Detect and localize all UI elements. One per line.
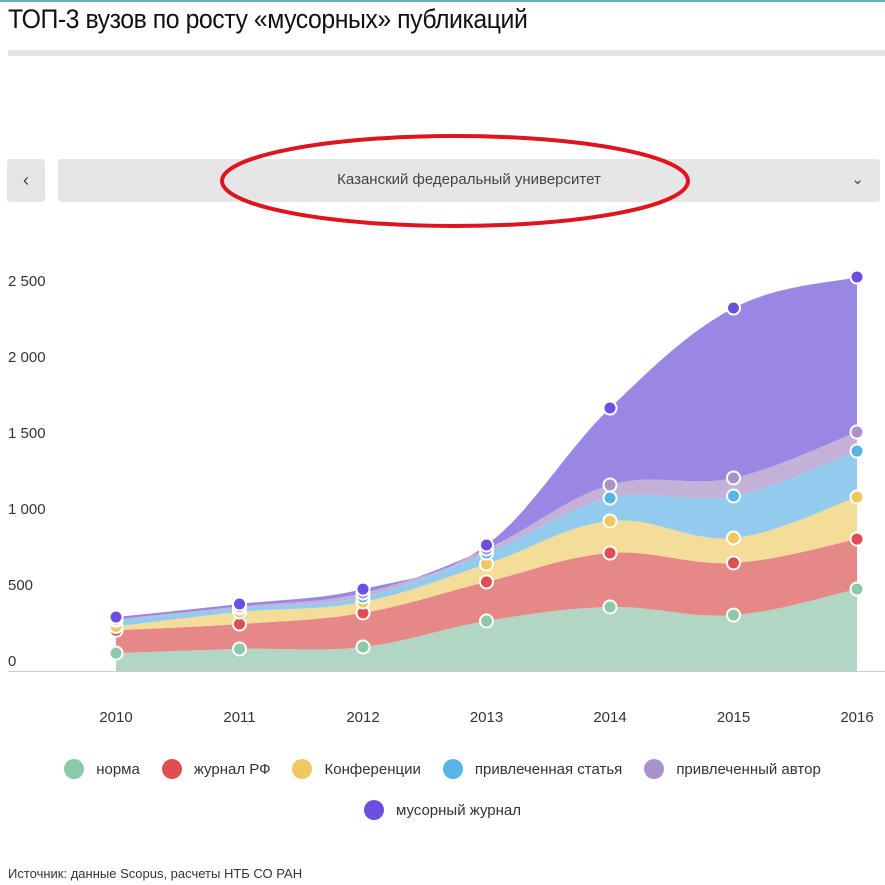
data-point[interactable]	[726, 300, 741, 316]
legend-row-2: мусорный журнал	[0, 800, 885, 820]
data-point[interactable]	[602, 545, 618, 561]
legend-dot-icon	[161, 759, 182, 779]
x-tick-label: 2016	[840, 709, 873, 726]
data-point[interactable]	[849, 424, 865, 440]
legend-dot-icon	[292, 759, 313, 779]
legend-dot-icon	[644, 759, 665, 779]
data-point[interactable]	[602, 490, 618, 506]
legend-item[interactable]: Конференции	[292, 759, 421, 779]
legend-dot-icon	[363, 800, 384, 820]
data-point[interactable]	[108, 645, 124, 661]
data-point[interactable]	[849, 531, 865, 547]
data-point[interactable]	[849, 269, 865, 285]
legend-label: мусорный журнал	[395, 801, 522, 819]
legend-row-1: норма журнал РФ Конференции привлеченная ст…	[0, 759, 885, 779]
legend-item[interactable]: привлеченный автор	[644, 759, 821, 779]
source-note: Источник: данные Scopus, расчеты НТБ СО …	[8, 866, 303, 881]
data-point[interactable]	[108, 609, 124, 625]
data-point[interactable]	[479, 537, 494, 553]
title-divider	[8, 50, 885, 56]
legend-label: норма	[96, 760, 140, 778]
y-tick-label: 0	[8, 653, 16, 670]
chevron-down-icon: ⌄	[851, 171, 864, 188]
legend-dot-icon	[64, 759, 85, 779]
data-point[interactable]	[232, 641, 247, 657]
legend-label: привлеченная статья	[474, 760, 623, 778]
data-point[interactable]	[602, 400, 618, 416]
y-tick-label: 2 000	[8, 349, 46, 366]
x-tick-label: 2010	[99, 709, 132, 726]
top-accent-line	[0, 0, 885, 2]
y-tick-label: 2 500	[8, 273, 46, 290]
legend-item[interactable]: журнал РФ	[161, 759, 271, 779]
legend-label: привлеченный автор	[676, 760, 821, 778]
data-point[interactable]	[602, 513, 618, 529]
area-1	[116, 539, 857, 654]
legend-item[interactable]: норма	[64, 759, 140, 779]
data-point[interactable]	[726, 607, 741, 623]
data-point[interactable]	[355, 639, 371, 655]
data-point[interactable]	[479, 613, 494, 629]
x-tick-label: 2014	[593, 709, 626, 726]
data-point[interactable]	[479, 574, 494, 590]
legend-dot-icon	[442, 759, 463, 779]
data-point[interactable]	[726, 555, 741, 571]
area-0	[116, 589, 857, 671]
data-point[interactable]	[849, 489, 865, 505]
university-select-value: Казанский федеральный университет	[337, 171, 601, 188]
data-point[interactable]	[232, 596, 247, 612]
data-point[interactable]	[849, 581, 865, 597]
y-tick-label: 1 000	[8, 501, 46, 518]
data-point[interactable]	[726, 488, 741, 504]
chevron-left-icon: ‹	[23, 170, 29, 190]
data-point[interactable]	[726, 530, 741, 546]
data-point[interactable]	[602, 477, 618, 493]
area-5	[116, 277, 857, 620]
university-select[interactable]: Казанский федеральный университет ⌄	[58, 159, 880, 202]
previous-button[interactable]: ‹	[7, 159, 45, 202]
y-tick-label: 500	[8, 577, 33, 594]
red-annotation-ellipse	[220, 134, 690, 228]
y-tick-label: 1 500	[8, 425, 46, 442]
area-2	[116, 496, 857, 631]
legend-item[interactable]: мусорный журнал	[363, 800, 522, 820]
data-point[interactable]	[849, 443, 865, 459]
x-tick-label: 2013	[470, 709, 503, 726]
data-point[interactable]	[726, 470, 741, 486]
data-point[interactable]	[355, 581, 371, 597]
legend-label: журнал РФ	[193, 760, 271, 778]
page-title: ТОП-3 вузов по росту «мусорных» публикац…	[8, 4, 528, 34]
legend-item[interactable]: привлеченная статья	[442, 759, 623, 779]
x-tick-label: 2011	[223, 709, 255, 726]
legend-label: Конференции	[324, 760, 421, 778]
x-tick-label: 2015	[717, 709, 750, 726]
x-tick-label: 2012	[346, 709, 379, 726]
data-point[interactable]	[602, 599, 618, 615]
